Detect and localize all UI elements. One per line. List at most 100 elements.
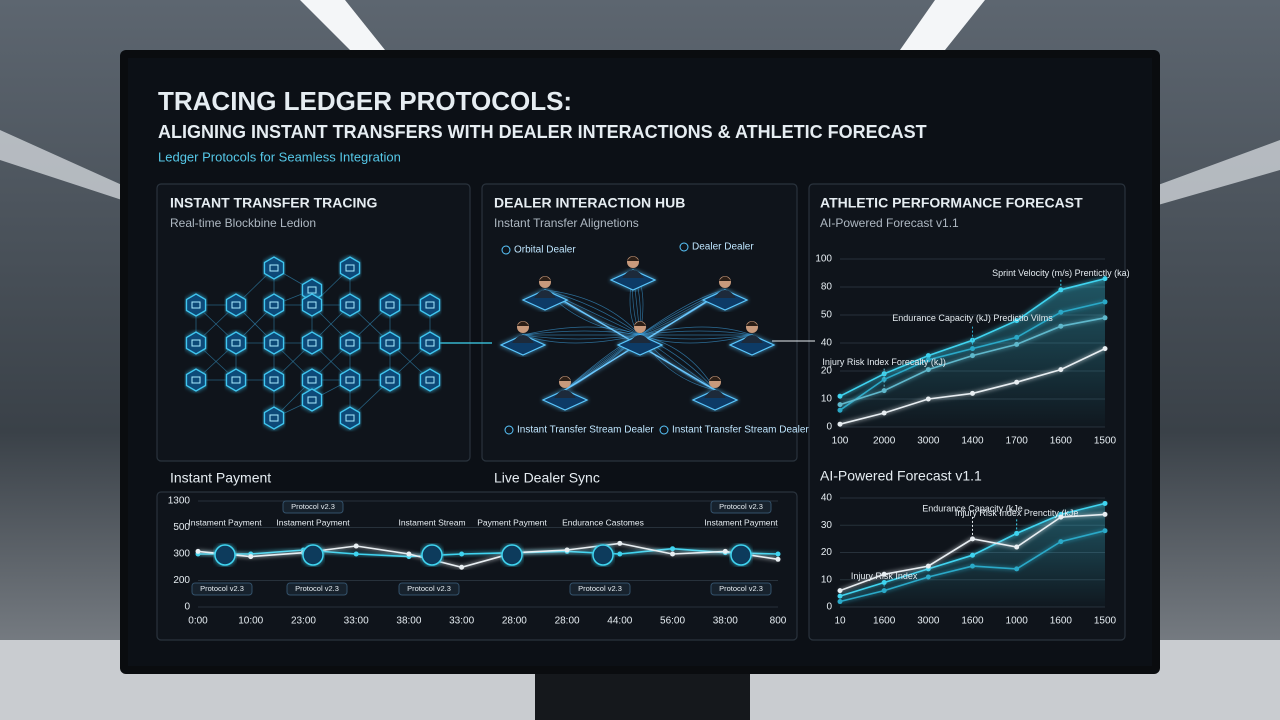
protocol-label: Protocol v2.3 (719, 584, 763, 593)
data-point (775, 551, 781, 557)
dealer-hair (559, 376, 571, 381)
dealer-body (741, 335, 763, 343)
tagline: Ledger Protocols for Seamless Integratio… (158, 149, 401, 164)
data-point (837, 599, 843, 605)
chart-title: Instant Payment (170, 470, 271, 486)
node-icon (269, 414, 279, 422)
dealer-base (541, 389, 589, 411)
x-tick-label: 33:00 (344, 616, 369, 627)
node-icon (191, 376, 201, 384)
data-point (970, 390, 975, 396)
x-tick-label: 1500 (1094, 616, 1117, 627)
protocol-badge (191, 582, 253, 596)
protocol-label: Protocol v2.3 (200, 584, 244, 593)
data-point (881, 410, 887, 416)
ledger-node (185, 293, 207, 317)
lock-node (302, 544, 324, 566)
data-point (1058, 367, 1064, 373)
y-tick-label: 500 (173, 522, 190, 533)
ledger-node (263, 293, 285, 317)
node-label: Endurance Castomes (562, 517, 644, 527)
data-point (837, 588, 843, 594)
node-icon (345, 264, 355, 272)
data-point (837, 421, 843, 427)
dealer-base (609, 269, 657, 291)
node-icon (345, 414, 355, 422)
panel-title: INSTANT TRANSFER TRACING (170, 195, 378, 211)
node-icon (425, 376, 435, 384)
node-icon (191, 301, 201, 309)
node-icon (425, 339, 435, 347)
node-icon (345, 301, 355, 309)
data-point (1058, 323, 1064, 329)
y-tick-label: 20 (821, 547, 833, 558)
y-tick-label: 50 (821, 310, 833, 321)
data-point (1058, 539, 1064, 545)
data-point (617, 540, 623, 546)
dealer-body (622, 270, 644, 278)
title: TRACING LEDGER PROTOCOLS: (158, 86, 572, 116)
data-point (722, 548, 728, 554)
dealer-hair (539, 276, 551, 281)
ledger-node (301, 368, 323, 392)
dealer-hair (627, 256, 639, 261)
hub-link (544, 289, 641, 336)
ledger-node (419, 331, 441, 355)
x-tick-label: 1600 (1050, 436, 1073, 447)
dealer-base (616, 334, 664, 356)
series-line (197, 542, 779, 569)
data-point (406, 551, 412, 557)
protocol-badge (710, 582, 772, 596)
x-tick-label: 1000 (1006, 616, 1029, 627)
dealer-base (728, 334, 776, 356)
dealer-hair (517, 321, 529, 326)
node-icon (269, 301, 279, 309)
data-point (925, 367, 931, 373)
ledger-node (339, 368, 361, 392)
node-icon (307, 396, 317, 404)
x-tick-label: 28:00 (555, 616, 580, 627)
x-tick-label: 100 (832, 436, 849, 447)
x-tick-label: 1400 (961, 436, 984, 447)
y-tick-label: 300 (173, 549, 190, 560)
x-tick-label: 28:00 (502, 616, 527, 627)
monitor-stand (535, 672, 750, 720)
node-icon (231, 339, 241, 347)
hub-link (639, 334, 753, 344)
data-point (837, 402, 843, 408)
data-point (459, 564, 465, 570)
ceiling-light (300, 0, 385, 50)
ledger-node (339, 293, 361, 317)
y-tick-label: 1300 (168, 496, 191, 507)
x-tick-label: 1600 (961, 616, 984, 627)
node-badge (679, 242, 689, 252)
panel (156, 183, 471, 462)
lock-node (730, 544, 752, 566)
hub-link (544, 289, 641, 336)
node-label: Instant Transfer Stream Dealer (672, 425, 809, 436)
y-tick-label: 200 (173, 575, 190, 586)
panel-title: DEALER INTERACTION HUB (494, 195, 685, 211)
data-point (925, 357, 931, 363)
x-tick-label: 1600 (873, 616, 896, 627)
node-icon (231, 301, 241, 309)
data-point (1102, 346, 1108, 352)
protocol-badge (569, 582, 631, 596)
dealer-hair (709, 376, 721, 381)
data-point (459, 551, 465, 557)
ledger-node (379, 331, 401, 355)
ledger-node (225, 331, 247, 355)
protocol-badge (286, 582, 348, 596)
data-point (1102, 500, 1108, 506)
ledger-node (419, 368, 441, 392)
ledger-node (301, 293, 323, 317)
data-point (925, 574, 931, 580)
y-tick-label: 0 (826, 602, 832, 613)
data-point (353, 543, 359, 549)
panel (156, 491, 798, 641)
data-point (970, 563, 975, 569)
series-name: Endurance Capacity (kJe (922, 503, 1023, 513)
protocol-label: Protocol v2.3 (295, 584, 339, 593)
series-name: Injury Risk Index (851, 571, 918, 581)
